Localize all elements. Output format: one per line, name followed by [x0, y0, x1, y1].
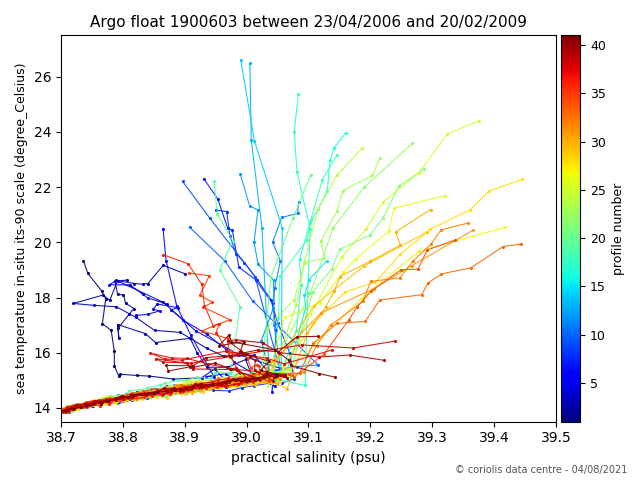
Text: © coriolis data centre - 04/08/2021: © coriolis data centre - 04/08/2021: [455, 465, 627, 475]
X-axis label: practical salinity (psu): practical salinity (psu): [231, 451, 386, 465]
Y-axis label: sea temperature in-situ its-90 scale (degree_Celsius): sea temperature in-situ its-90 scale (de…: [15, 63, 28, 394]
Title: Argo float 1900603 between 23/04/2006 and 20/02/2009: Argo float 1900603 between 23/04/2006 an…: [90, 15, 527, 30]
Y-axis label: profile number: profile number: [612, 182, 625, 275]
